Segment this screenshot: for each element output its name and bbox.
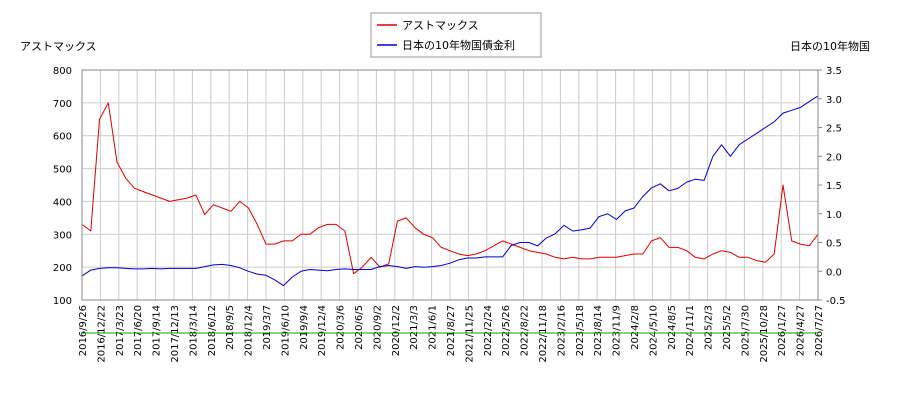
x-tick-label: 2023/8/14 [593, 305, 604, 356]
left-axis-title: アストマックス [20, 40, 97, 53]
x-tick-label: 2025/5/2 [722, 305, 733, 350]
left-axis-ticks: 100 200 300 400 500 600 700 800 [53, 66, 72, 307]
x-tick-label: 2025/10/28 [759, 305, 770, 363]
x-tick-label: 2025/2/3 [704, 305, 715, 350]
x-tick-label: 2024/5/10 [648, 305, 659, 356]
x-tick-label: 2022/11/18 [538, 305, 549, 363]
left-tick-label: 600 [53, 132, 72, 143]
x-tick-label: 2020/3/6 [336, 305, 347, 350]
series-line-astmax [81, 102, 819, 275]
series-line-jgb10y [81, 95, 819, 287]
x-tick-label: 2022/5/26 [501, 305, 512, 356]
x-tick-label: 2019/6/10 [280, 305, 291, 356]
x-tick-label: 2026/4/27 [796, 305, 807, 356]
right-tick-label: 2.0 [826, 152, 842, 163]
x-tick-label: 2023/2/16 [556, 305, 567, 356]
right-tick-label: 3.0 [826, 95, 842, 106]
x-tick-label: 2019/9/4 [299, 305, 310, 350]
left-tick-label: 400 [53, 197, 72, 208]
x-tick-label: 2020/9/2 [372, 305, 383, 350]
x-tick-label: 2017/3/23 [115, 305, 126, 356]
grid [81, 69, 819, 301]
x-tick-label: 2016/9/26 [78, 305, 89, 356]
x-tick-label: 2022/8/22 [520, 305, 531, 356]
right-axis-ticks: -0.5 0.0 0.5 1.0 1.5 2.0 2.5 3.0 3.5 [818, 66, 846, 307]
x-tick-label: 2026/1/27 [777, 305, 788, 356]
right-tick-label: 1.5 [826, 181, 842, 192]
x-tick-label: 2025/7/30 [740, 305, 751, 356]
x-tick-label: 2021/3/3 [409, 305, 420, 350]
legend-label-left: アストマックス [402, 19, 479, 32]
x-tick-label: 2024/2/8 [630, 305, 641, 350]
left-tick-label: 700 [53, 99, 72, 110]
left-tick-label: 200 [53, 263, 72, 274]
x-tick-label: 2021/11/25 [464, 305, 475, 363]
x-tick-label: 2026/7/27 [814, 305, 825, 356]
right-tick-label: 0.5 [826, 239, 842, 250]
series-lines [81, 95, 819, 287]
x-tick-label: 2021/8/27 [446, 305, 457, 356]
legend: アストマックス 日本の10年物国債金利 [370, 12, 542, 58]
x-tick-label: 2018/6/12 [207, 305, 218, 356]
left-tick-label: 800 [53, 66, 72, 77]
x-axis-ticks: 2016/9/26 2016/12/22 2017/3/23 2017/6/20 201… [78, 305, 825, 363]
x-tick-label: 2018/9/5 [225, 305, 236, 350]
x-tick-label: 2017/12/13 [170, 305, 181, 363]
x-tick-label: 2016/12/22 [96, 305, 107, 363]
x-tick-label: 2023/11/9 [612, 305, 623, 356]
x-tick-label: 2024/11/1 [685, 305, 696, 356]
x-tick-label: 2018/12/4 [244, 305, 255, 356]
right-tick-label: -0.5 [826, 296, 846, 307]
x-tick-label: 2018/3/14 [188, 305, 199, 356]
x-tick-label: 2022/2/24 [483, 305, 494, 356]
x-tick-label: 2024/8/5 [667, 305, 678, 350]
x-tick-label: 2019/3/7 [262, 305, 273, 350]
x-tick-label: 2020/12/2 [391, 305, 402, 356]
left-tick-label: 300 [53, 230, 72, 241]
x-tick-label: 2020/6/5 [354, 305, 365, 350]
x-tick-label: 2019/12/4 [317, 305, 328, 356]
x-tick-label: 2021/6/1 [428, 305, 439, 350]
right-tick-label: 3.5 [826, 66, 842, 77]
legend-label-right: 日本の10年物国債金利 [402, 38, 515, 52]
legend-box [370, 12, 542, 58]
right-tick-label: 0.0 [826, 267, 842, 278]
x-tick-label: 2017/6/20 [133, 305, 144, 356]
left-tick-label: 500 [53, 165, 72, 176]
right-tick-label: 1.0 [826, 210, 842, 221]
right-axis-title: 日本の10年物国 [790, 39, 870, 53]
x-tick-label: 2023/5/18 [575, 305, 586, 356]
x-tick-label: 2017/9/14 [152, 305, 163, 356]
right-tick-label: 2.5 [826, 124, 842, 135]
left-tick-label: 100 [53, 296, 72, 307]
